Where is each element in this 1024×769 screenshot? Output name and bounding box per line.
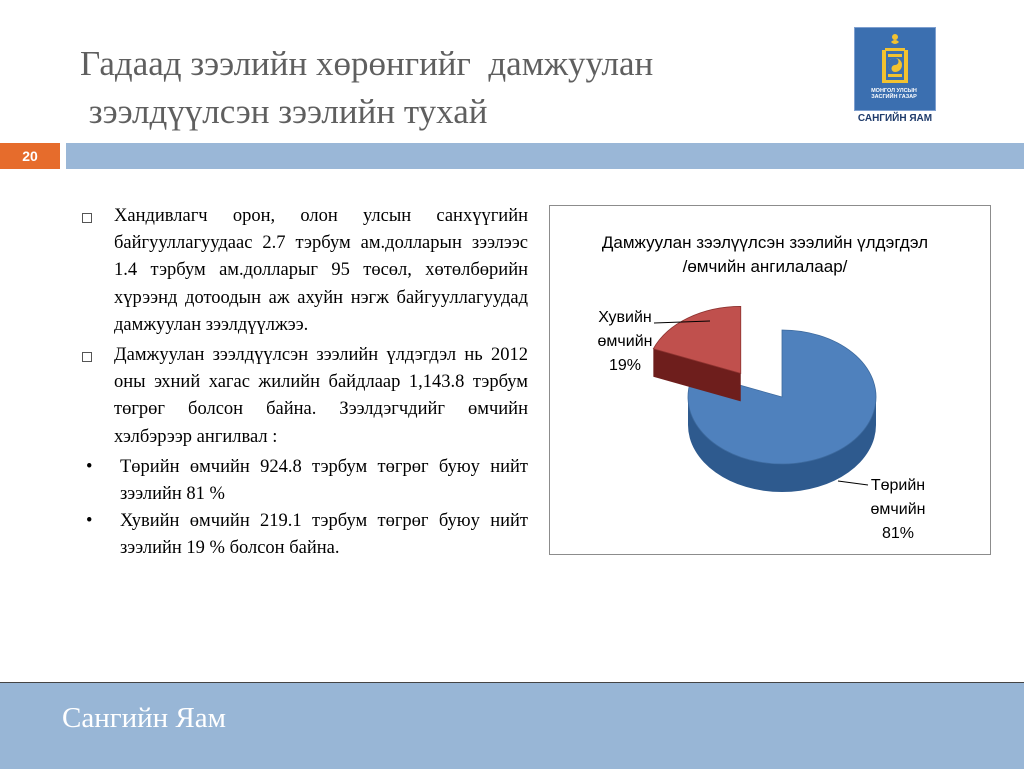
slice-label-state-line-1: Төрийн (871, 477, 925, 494)
slide-title: Гадаад зээлийн хөрөнгийг дамжуулан зээлд… (80, 40, 800, 136)
slice-label-private-line-1: Хувийн (598, 309, 652, 326)
pie-chart: Дамжуулан зээлүүлсэн зээлийн үлдэгдэл /ө… (598, 233, 929, 542)
logo-caption-line-2: ЗАСГИЙН ГАЗАР (871, 94, 917, 100)
slice-label-private: Хувийн өмчийн 19% (598, 309, 653, 374)
soyombo-emblem-icon (854, 27, 936, 111)
bullet-item-2-text: Хувийн өмчийн 219.1 тэрбум төгрөг буюу н… (120, 511, 528, 559)
bullet-item-2: • Хувийн өмчийн 219.1 тэрбум төгрөг буюу… (82, 508, 528, 562)
pie-slices (652, 306, 877, 492)
emblem-graphic (882, 34, 908, 83)
paragraph-2: Дамжуулан зээлдүүлсэн зээлийн үлдэгдэл н… (82, 342, 528, 451)
header-divider-bar (66, 143, 1024, 169)
paragraph-1: Хандивлагч орон, олон улсын санхүүгийн б… (82, 203, 528, 339)
pie-slice-private-side (653, 348, 741, 402)
pie-slice-private (652, 306, 742, 374)
pie-chart-panel: Дамжуулан зээлүүлсэн зээлийн үлдэгдэл /ө… (549, 205, 991, 555)
slide-title-line-1: Гадаад зээлийн хөрөнгийг дамжуулан (80, 44, 654, 83)
bullet-dot-icon: • (86, 456, 93, 477)
footer-label: Сангийн Яам (62, 702, 227, 734)
slice-label-state-percent: 81% (882, 525, 914, 542)
logo-caption: МОНГОЛ УЛСЫН ЗАСГИЙН ГАЗАР (855, 88, 933, 100)
paragraph-1-text: Хандивлагч орон, олон улсын санхүүгийн б… (114, 206, 528, 335)
slide-title-line-2: зээлдүүлсэн зээлийн тухай (80, 92, 488, 131)
paragraph-2-text: Дамжуулан зээлдүүлсэн зээлийн үлдэгдэл н… (114, 345, 528, 447)
slice-label-private-percent: 19% (609, 357, 641, 374)
slide-number: 20 (0, 143, 60, 169)
chart-title-line-1: Дамжуулан зээлүүлсэн зээлийн үлдэгдэл (602, 233, 928, 252)
square-bullet-icon (82, 213, 92, 223)
footer-bar (0, 682, 1024, 769)
logo-caption-line-1: МОНГОЛ УЛСЫН (871, 88, 917, 94)
slice-label-state: Төрийн өмчийн 81% (871, 477, 926, 542)
slice-label-state-line-2: өмчийн (871, 501, 926, 518)
square-bullet-icon (82, 352, 92, 363)
chart-title-line-2: /өмчийн ангилалаар/ (683, 257, 848, 276)
bullet-item-1-text: Төрийн өмчийн 924.8 тэрбум төгрөг буюу н… (120, 456, 528, 505)
body-text: Хандивлагч орон, олон улсын санхүүгийн б… (82, 203, 528, 563)
bullet-item-1: • Төрийн өмчийн 924.8 тэрбум төгрөг буюу… (82, 454, 528, 508)
leader-line-private (653, 320, 711, 324)
slice-label-private-line-2: өмчийн (598, 333, 653, 350)
ministry-label: САНГИЙН ЯАМ (857, 113, 933, 124)
leader-line-state (837, 480, 869, 486)
pie-slice-state (687, 329, 877, 465)
pie-slice-state-side (688, 397, 876, 492)
bullet-dot-icon: • (86, 511, 93, 532)
